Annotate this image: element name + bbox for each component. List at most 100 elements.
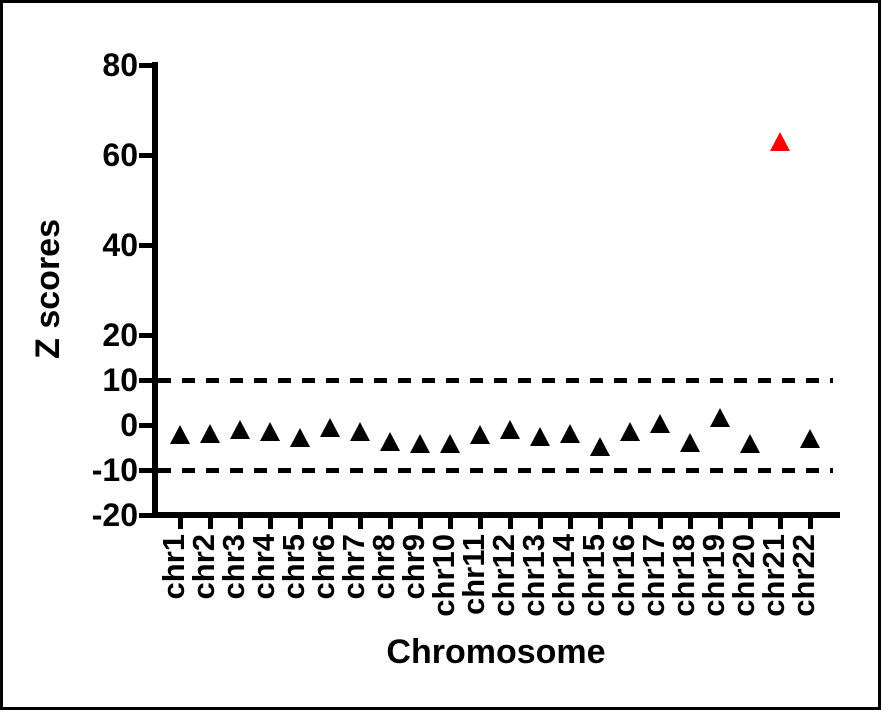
x-axis-tick-label-text: chr6 <box>305 534 341 600</box>
x-axis-tick <box>417 518 423 529</box>
x-axis-tick <box>327 518 333 529</box>
x-axis-tick-label: chr21 <box>755 534 791 617</box>
marker-chr17 <box>650 413 670 433</box>
x-axis-tick-label: chr7 <box>336 534 371 599</box>
x-axis-tick-label: chr15 <box>575 534 611 617</box>
y-axis-tick <box>139 512 156 518</box>
x-axis-tick-label-text: chr2 <box>185 534 221 600</box>
threshold-line <box>158 377 833 383</box>
x-axis-tick-label-text: chr10 <box>425 534 461 617</box>
x-axis-tick-label-text: chr19 <box>695 534 731 617</box>
marker-chr13 <box>530 426 550 446</box>
y-axis-tick <box>139 377 156 383</box>
x-axis-tick <box>387 518 393 529</box>
y-axis-line <box>152 62 158 518</box>
y-axis-tick <box>139 62 156 68</box>
x-axis-tick-label-text: chr4 <box>245 534 281 600</box>
marker-chr5 <box>290 428 310 448</box>
x-axis-tick-label: chr11 <box>455 534 491 616</box>
x-axis-tick <box>237 518 243 529</box>
y-axis-tick-label: 40 <box>102 227 138 263</box>
x-axis-tick-label-text: chr3 <box>215 534 251 600</box>
marker-chr10 <box>440 433 460 453</box>
x-axis-tick-label: chr16 <box>605 534 641 617</box>
x-axis-tick <box>717 518 723 529</box>
x-axis-tick-label: chr8 <box>365 534 401 600</box>
x-axis-tick-label: chr14 <box>545 534 581 617</box>
marker-chr7 <box>350 421 370 441</box>
x-axis-tick-label-text: chr13 <box>515 534 551 617</box>
x-axis-tick-label-text: chr16 <box>605 534 641 617</box>
x-axis-tick-label: chr22 <box>785 534 821 617</box>
x-axis-tick-label: chr3 <box>215 534 251 600</box>
x-axis-tick-label-text: chr17 <box>635 534 671 617</box>
x-axis-tick-label-text: chr1 <box>155 534 191 600</box>
x-axis-title: Chromosome <box>386 633 606 671</box>
marker-chr20 <box>740 433 760 453</box>
marker-chr16 <box>620 422 640 442</box>
y-axis-tick-label: 0 <box>120 407 138 443</box>
x-axis-tick-label: chr20 <box>725 534 761 617</box>
x-axis-tick-label-text: chr15 <box>575 534 611 617</box>
x-axis-tick-label: chr18 <box>665 534 701 617</box>
marker-chr21 <box>770 132 790 151</box>
marker-chr8 <box>380 432 400 452</box>
y-axis-tick-label: -20 <box>91 497 138 533</box>
x-axis-tick <box>267 518 273 529</box>
y-axis-tick-label: -10 <box>91 452 138 488</box>
x-axis-tick-label: chr19 <box>695 534 731 617</box>
x-axis-tick-label-text: chr11 <box>455 534 491 616</box>
x-axis-tick-label-text: chr12 <box>485 534 521 617</box>
x-axis-tick <box>177 518 183 529</box>
x-axis-tick-label-text: chr20 <box>725 534 761 617</box>
x-axis-tick-label-text: chr21 <box>755 534 791 617</box>
y-axis-tick-label: 20 <box>102 317 138 353</box>
x-axis-tick-label-text: chr8 <box>365 534 401 600</box>
y-axis-tick <box>139 152 156 158</box>
x-axis-tick-label: chr17 <box>635 534 671 617</box>
y-axis-tick <box>139 467 156 473</box>
marker-chr14 <box>560 424 580 444</box>
marker-chr19 <box>710 407 730 427</box>
marker-chr3 <box>230 420 250 440</box>
y-axis-tick-label: 80 <box>102 47 138 83</box>
x-axis-tick <box>627 518 633 529</box>
marker-chr22 <box>800 428 820 448</box>
x-axis-tick-label: chr9 <box>395 534 431 600</box>
x-axis-tick <box>357 518 363 529</box>
x-axis-tick-label: chr4 <box>245 534 281 600</box>
y-axis-title-wrap: Z scores <box>28 62 68 515</box>
marker-chr2 <box>200 424 220 444</box>
y-axis-tick <box>139 332 156 338</box>
x-axis-tick <box>747 518 753 529</box>
y-axis-tick-label: 60 <box>102 137 138 173</box>
x-axis-tick-label: chr13 <box>515 534 551 617</box>
marker-chr12 <box>500 420 520 440</box>
x-axis-tick-label: chr1 <box>155 534 191 600</box>
x-axis-tick <box>807 518 813 529</box>
x-axis-tick-label-text: chr18 <box>665 534 701 617</box>
marker-chr18 <box>680 432 700 452</box>
threshold-line <box>158 467 833 473</box>
x-axis-tick <box>777 518 783 529</box>
x-axis-tick <box>447 518 453 529</box>
x-axis-tick <box>537 518 543 529</box>
x-axis-tick <box>507 518 513 529</box>
x-axis-tick-label: chr5 <box>275 534 311 600</box>
x-axis-line <box>152 512 840 518</box>
x-axis-tick-label-text: chr22 <box>785 534 821 617</box>
y-axis-tick <box>139 422 156 428</box>
x-axis-tick <box>567 518 573 529</box>
x-axis-tick <box>477 518 483 529</box>
x-axis-tick-label-text: chr14 <box>545 534 581 617</box>
x-axis-tick-label-text: chr5 <box>275 534 311 600</box>
x-axis-tick <box>207 518 213 529</box>
x-axis-tick-label: chr6 <box>305 534 341 600</box>
x-axis-tick <box>297 518 303 529</box>
x-axis-tick-label: chr2 <box>185 534 221 600</box>
marker-chr9 <box>410 434 430 454</box>
x-axis-tick-label-text: chr9 <box>395 534 431 600</box>
marker-chr1 <box>170 424 190 444</box>
